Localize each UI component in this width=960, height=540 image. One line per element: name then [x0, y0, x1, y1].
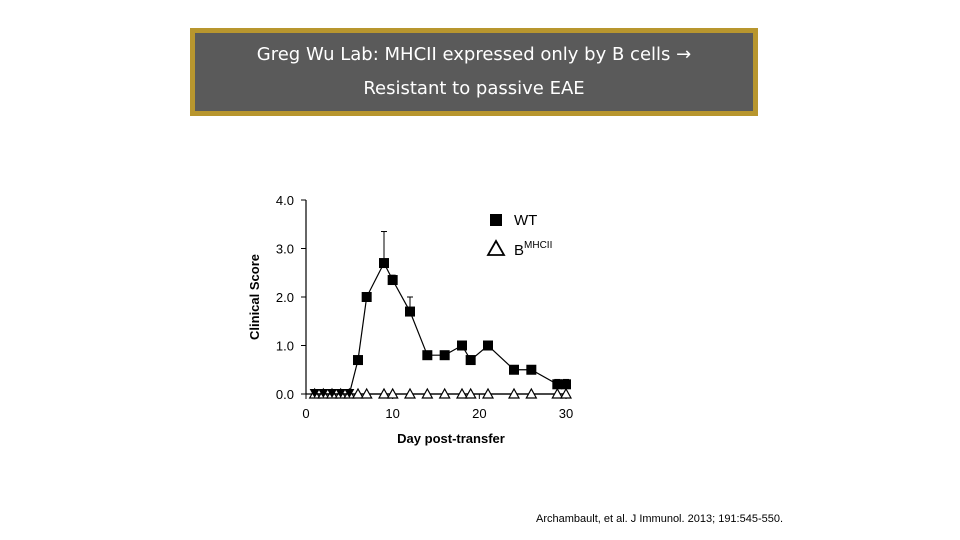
wt-point: [335, 389, 346, 398]
legend-bmhcii-marker: [486, 239, 506, 256]
bmhcii-point: [403, 387, 417, 399]
bmhcii-point: [551, 387, 564, 399]
x-tick-label: 0: [302, 406, 309, 421]
bmhcii-point: [464, 387, 477, 399]
bmhcii-point: [559, 387, 573, 399]
wt-point: [309, 389, 320, 398]
wt-point: [483, 340, 493, 351]
legend-wt-label: WT: [514, 212, 537, 229]
x-axis-label: Day post-transfer: [397, 431, 505, 446]
wt-point: [353, 355, 363, 366]
wt-point: [552, 379, 563, 390]
citation: Archambault, et al. J Immunol. 2013; 191…: [536, 513, 784, 525]
y-tick-label: 1.0: [276, 339, 294, 354]
title-banner: Greg Wu Lab: MHCII expressed only by B c…: [190, 28, 758, 116]
x-tick-label: 20: [472, 406, 486, 421]
y-tick-label: 0.0: [276, 387, 294, 402]
y-axis-label: Clinical Score: [247, 254, 262, 340]
clinical-score-chart: 0.0 1.0 2.0 3.0 4.0 0 10 20 30 Clinical Score D…: [247, 193, 573, 446]
bmhcii-point: [525, 387, 538, 399]
wt-point: [465, 355, 476, 366]
wt-point: [526, 364, 537, 375]
wt-point: [361, 292, 372, 302]
x-tick-label: 10: [385, 406, 399, 421]
bmhcii-point: [351, 387, 365, 399]
wt-point: [405, 306, 415, 317]
y-tick-label: 3.0: [276, 242, 294, 257]
wt-point: [422, 350, 433, 361]
title-line-1: Greg Wu Lab: MHCII expressed only by B c…: [256, 44, 692, 65]
bmhcii-point: [507, 387, 521, 399]
wt-point: [509, 364, 519, 375]
bmhcii-point: [438, 387, 451, 399]
wt-point: [327, 389, 337, 398]
legend: WT BMHCII: [486, 212, 552, 259]
legend-bmhcii-superscript: MHCII: [524, 240, 552, 251]
plot-area: [308, 231, 573, 399]
y-tick-label: 4.0: [276, 193, 294, 208]
wt-point: [344, 389, 355, 398]
bmhcii-point: [386, 387, 399, 399]
bmhcii-point: [360, 387, 373, 399]
wt-point: [318, 389, 329, 398]
wt-point: [561, 379, 571, 390]
legend-bmhcii-name: B: [514, 242, 524, 259]
bmhcii-point: [455, 387, 469, 399]
x-tick-label: 30: [559, 406, 573, 421]
legend-bmhcii-label: BMHCII: [514, 240, 552, 259]
y-ticks: 0.0 1.0 2.0 3.0 4.0: [276, 193, 306, 402]
title-line-2: Resistant to passive EAE: [363, 78, 585, 99]
wt-point: [439, 350, 450, 361]
bmhcii-point: [421, 387, 434, 399]
bmhcii-point: [481, 387, 495, 399]
x-ticks: 0 10 20 30: [302, 394, 573, 421]
wt-point: [457, 340, 467, 351]
wt-point: [387, 275, 398, 286]
legend-wt-marker: [490, 214, 502, 226]
bmhcii-point: [377, 387, 391, 399]
y-tick-label: 2.0: [276, 290, 294, 305]
wt-point: [379, 258, 389, 269]
